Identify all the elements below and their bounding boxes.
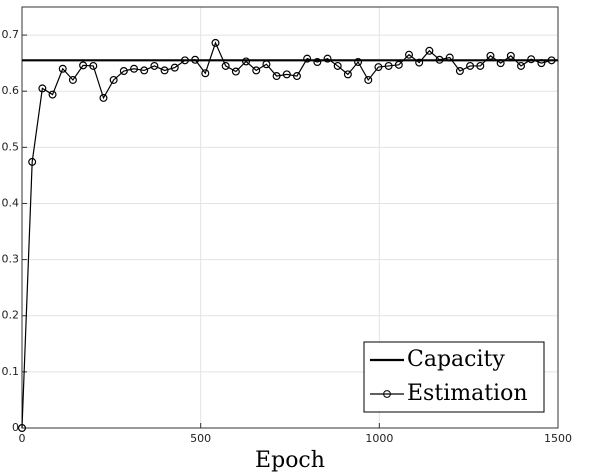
marker: [527, 55, 536, 64]
x-tick-label: 500: [190, 432, 211, 445]
marker: [313, 58, 322, 67]
y-tick-label: 0.3: [2, 253, 20, 266]
marker: [221, 61, 230, 70]
y-tick-label: 0.6: [2, 84, 20, 97]
marker: [99, 93, 108, 102]
marker: [211, 38, 220, 47]
marker: [517, 61, 526, 70]
marker: [476, 61, 485, 70]
marker: [282, 70, 291, 79]
plot-frame: [21, 6, 559, 429]
marker: [170, 63, 179, 72]
marker: [343, 70, 352, 79]
marker: [89, 61, 98, 70]
legend-box: [363, 341, 545, 413]
marker: [272, 72, 281, 81]
marker: [140, 66, 149, 75]
x-axis-label: Epoch: [255, 448, 325, 473]
y-tick-label: 0.4: [2, 196, 20, 209]
y-tick-label: 0.1: [2, 365, 20, 378]
marker: [445, 53, 454, 62]
marker: [425, 46, 434, 55]
x-tick-label: 1000: [365, 432, 393, 445]
marker: [242, 57, 251, 66]
marker: [130, 64, 139, 73]
marker: [262, 60, 271, 69]
marker: [18, 424, 27, 433]
x-tick-label: 0: [19, 432, 26, 445]
legend-label: Estimation: [407, 381, 528, 406]
marker: [496, 59, 505, 68]
legend-marker: [383, 390, 391, 398]
marker: [292, 72, 301, 81]
marker: [231, 67, 240, 76]
marker: [384, 61, 393, 70]
marker: [455, 66, 464, 75]
marker: [180, 56, 189, 65]
marker: [404, 50, 413, 59]
marker: [374, 63, 383, 72]
marker: [191, 55, 200, 64]
legend-label: Capacity: [407, 347, 505, 372]
marker: [28, 157, 37, 166]
marker: [547, 56, 556, 65]
marker: [323, 54, 332, 63]
marker: [252, 66, 261, 75]
marker: [415, 58, 424, 67]
y-tick-label: 0.7: [2, 28, 20, 41]
marker: [150, 61, 159, 70]
marker: [537, 59, 546, 68]
marker: [486, 51, 495, 60]
marker: [48, 90, 57, 99]
x-tick-label: 1500: [544, 432, 572, 445]
marker: [394, 60, 403, 69]
marker: [58, 64, 67, 73]
y-tick-label: 0: [12, 421, 19, 434]
marker: [303, 54, 312, 63]
marker: [119, 66, 128, 75]
marker: [364, 75, 373, 84]
y-tick-label: 0.5: [2, 140, 20, 153]
marker: [435, 55, 444, 64]
marker: [68, 75, 77, 84]
marker: [333, 61, 342, 70]
marker: [109, 75, 118, 84]
marker: [201, 69, 210, 78]
marker: [354, 58, 363, 67]
marker: [38, 84, 47, 93]
marker: [506, 51, 515, 60]
marker: [466, 61, 475, 70]
marker: [79, 61, 88, 70]
y-tick-label: 0.2: [2, 309, 20, 322]
marker: [160, 66, 169, 75]
